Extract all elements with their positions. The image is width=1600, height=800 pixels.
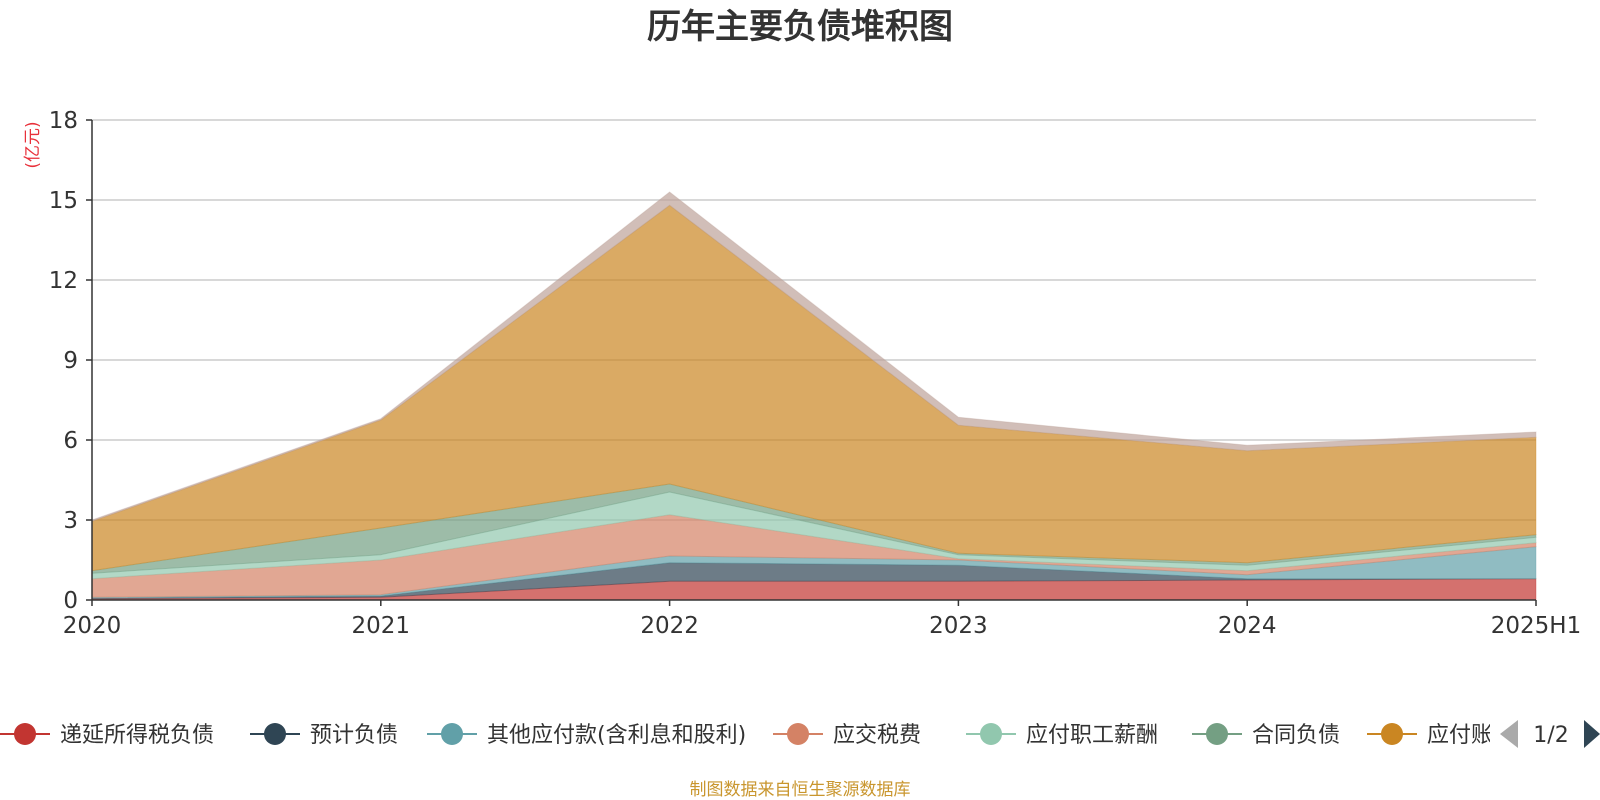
legend-label: 预计负债: [310, 723, 398, 748]
area-series-7: [91, 204, 1537, 572]
x-axis-ticks: 2020 2021 2022 2023 2024 2025H1: [63, 600, 1581, 639]
legend-marker-icon: [1381, 723, 1403, 745]
legend-item[interactable]: 递延所得税负债: [0, 723, 214, 748]
legend-marker-icon: [980, 723, 1002, 745]
legend-item[interactable]: 合同负债: [1192, 723, 1340, 748]
y-tick-label: 6: [63, 428, 78, 454]
x-tick-label: 2025H1: [1491, 613, 1581, 639]
y-tick-label: 3: [63, 508, 78, 534]
area-series-8: [91, 191, 1537, 523]
x-tick-label: 2021: [352, 613, 411, 639]
legend-pager: 1/2: [1500, 720, 1600, 748]
legend-marker-icon: [787, 723, 809, 745]
chart-title: 历年主要负债堆积图: [647, 7, 953, 47]
y-tick-label: 15: [49, 188, 78, 214]
legend-label: 其他应付款(含利息和股利): [487, 723, 746, 748]
prev-page-icon[interactable]: [1500, 720, 1518, 748]
legend-label: 应付账款: [1427, 723, 1515, 748]
x-tick-label: 2023: [929, 613, 988, 639]
area-series: [91, 191, 1537, 601]
legend-marker-icon: [1206, 723, 1228, 745]
y-tick-label: 12: [49, 268, 78, 294]
next-page-icon[interactable]: [1584, 720, 1600, 748]
data-source-note: 制图数据来自恒生聚源数据库: [690, 780, 911, 800]
legend-item[interactable]: 应交税费: [773, 723, 921, 748]
legend-label: 应交税费: [833, 723, 921, 748]
y-tick-label: 0: [63, 588, 78, 614]
legend: 递延所得税负债 预计负债 其他应付款(含利息和股利) 应交税费 应付职工薪酬 合同负债 应付…: [0, 723, 1515, 748]
legend-page-indicator: 1/2: [1533, 723, 1568, 748]
legend-label: 应付职工薪酬: [1026, 723, 1158, 748]
legend-items: 递延所得税负债 预计负债 其他应付款(含利息和股利) 应交税费 应付职工薪酬 合同负债 应付…: [0, 723, 1515, 748]
legend-label: 递延所得税负债: [60, 723, 214, 748]
legend-marker-icon: [264, 723, 286, 745]
y-tick-label: 18: [49, 108, 78, 134]
y-tick-label: 9: [63, 348, 78, 374]
legend-label: 合同负债: [1252, 723, 1340, 748]
x-tick-label: 2022: [640, 613, 699, 639]
legend-item[interactable]: 预计负债: [250, 723, 398, 748]
x-tick-label: 2024: [1218, 613, 1277, 639]
legend-marker-icon: [441, 723, 463, 745]
legend-item[interactable]: 应付账款: [1367, 723, 1515, 748]
x-tick-label: 2020: [63, 613, 122, 639]
y-axis-ticks: 0 3 6 9 12 15 18: [49, 108, 92, 614]
legend-item[interactable]: 应付职工薪酬: [966, 723, 1158, 748]
y-axis-unit-label: (亿元): [23, 121, 43, 168]
legend-marker-icon: [14, 723, 36, 745]
legend-item[interactable]: 其他应付款(含利息和股利): [427, 723, 746, 748]
